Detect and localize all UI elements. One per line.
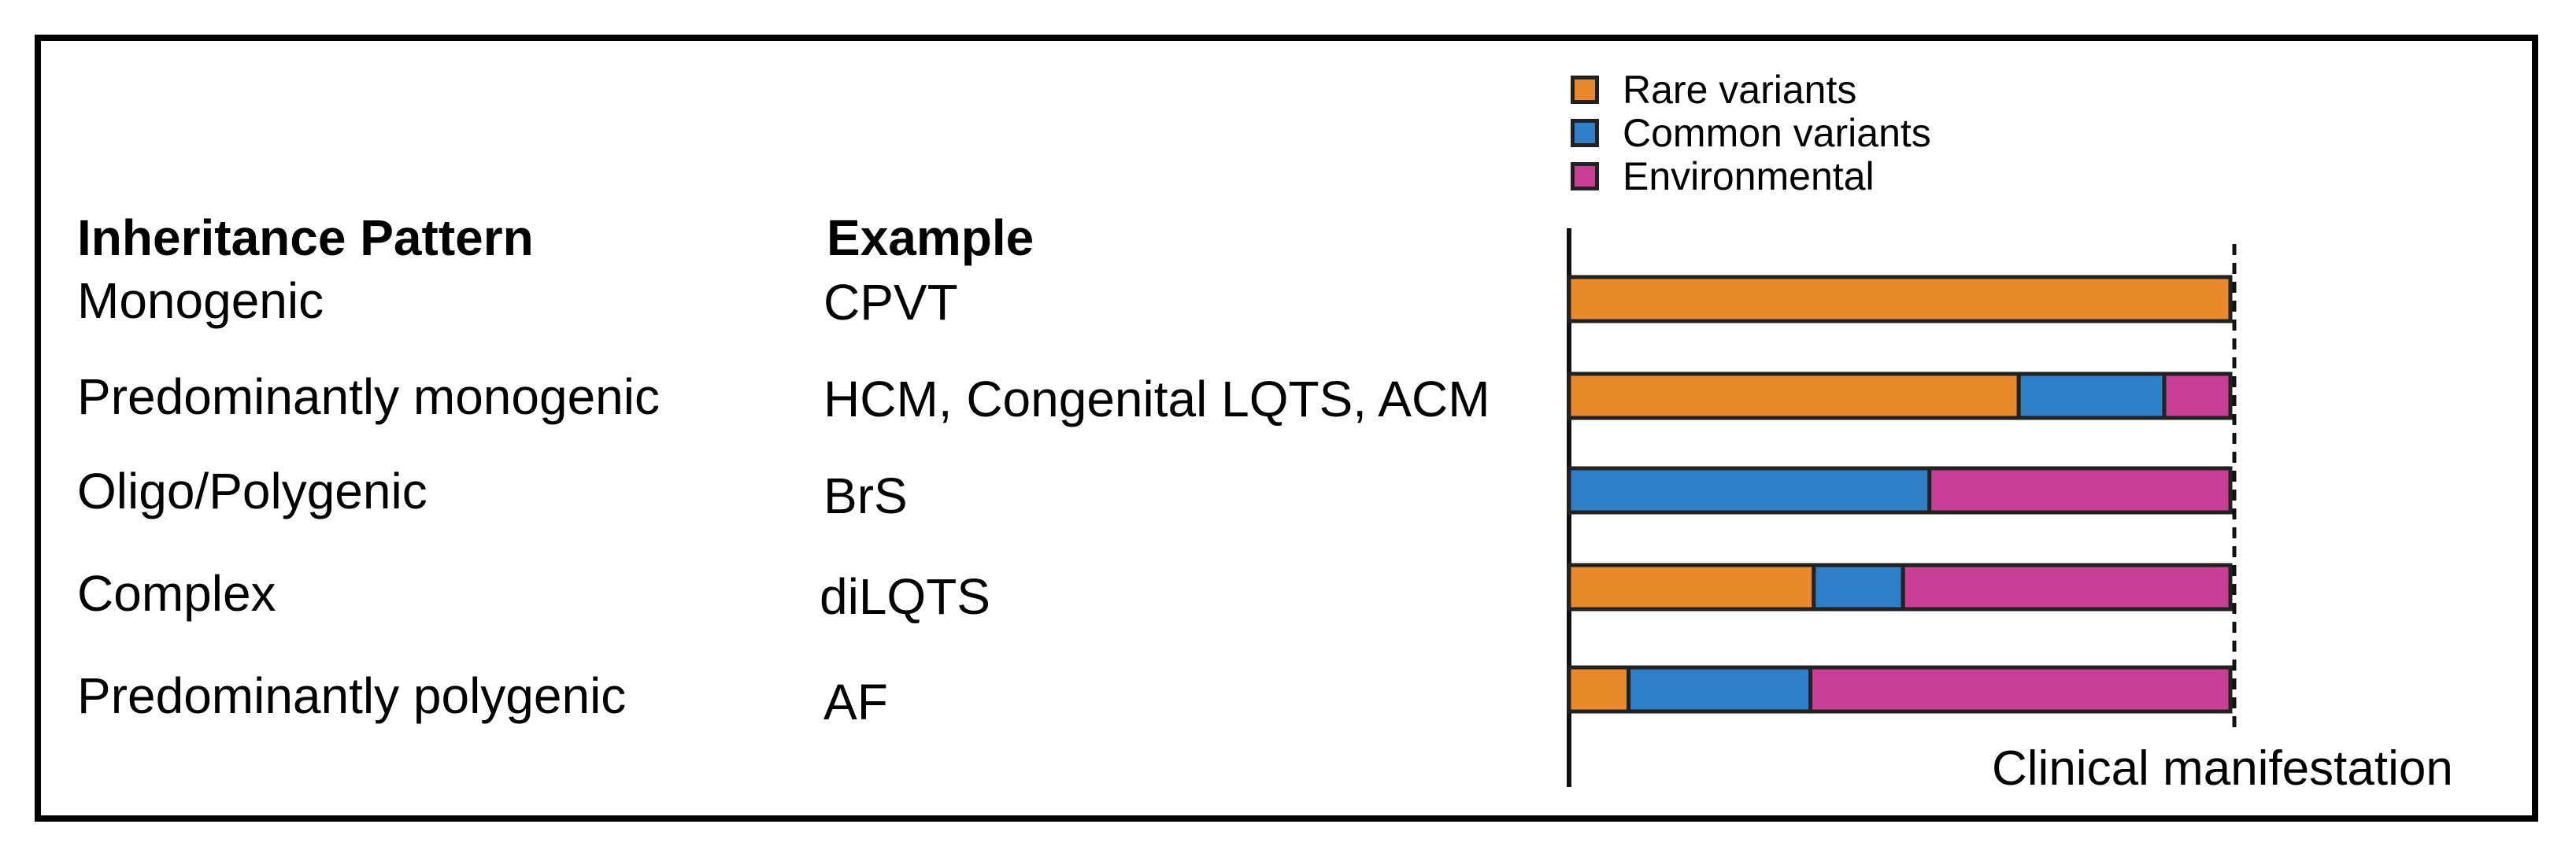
- row-pattern: Predominantly monogenic: [77, 368, 660, 425]
- bar-segment-common: [2016, 371, 2167, 420]
- legend-swatch-common: [1571, 119, 1599, 147]
- legend-environmental: Environmental: [1571, 156, 1875, 197]
- legend-label-common: Common variants: [1623, 111, 1931, 155]
- bar-segment-environmental: [1901, 563, 2233, 612]
- legend-swatch-rare: [1571, 76, 1599, 104]
- legend-label-rare: Rare variants: [1623, 68, 1857, 112]
- row-pattern: Oligo/Polygenic: [77, 463, 427, 519]
- row-example: CPVT: [824, 274, 958, 331]
- legend-rare: Rare variants: [1571, 69, 1856, 110]
- header-inheritance-pattern: Inheritance Pattern: [77, 209, 534, 266]
- bar-segment-rare: [1567, 665, 1631, 714]
- row-pattern: Complex: [77, 565, 276, 622]
- bar-segment-environmental: [1927, 466, 2233, 515]
- row-example: diLQTS: [820, 568, 990, 625]
- row-example: BrS: [824, 468, 908, 524]
- bar-segment-common: [1567, 466, 1932, 515]
- bar-segment-common: [1812, 563, 1905, 612]
- row-pattern: Predominantly polygenic: [77, 667, 627, 724]
- x-axis-label: Clinical manifestation: [1992, 741, 2453, 796]
- legend-swatch-environmental: [1571, 162, 1599, 190]
- bar-segment-common: [1627, 665, 1813, 714]
- bar-segment-environmental: [2162, 371, 2233, 420]
- bar-segment-rare: [1567, 371, 2021, 420]
- legend-label-environmental: Environmental: [1623, 154, 1875, 198]
- figure-frame: [35, 35, 2538, 822]
- bar-segment-rare: [1567, 563, 1816, 612]
- header-example: Example: [827, 209, 1034, 266]
- bar-segment-environmental: [1808, 665, 2233, 714]
- row-example: HCM, Congenital LQTS, ACM: [824, 371, 1490, 427]
- bar-segment-rare: [1567, 275, 2233, 323]
- legend-common: Common variants: [1571, 113, 1931, 153]
- row-pattern: Monogenic: [77, 272, 324, 329]
- row-example: AF: [824, 674, 888, 730]
